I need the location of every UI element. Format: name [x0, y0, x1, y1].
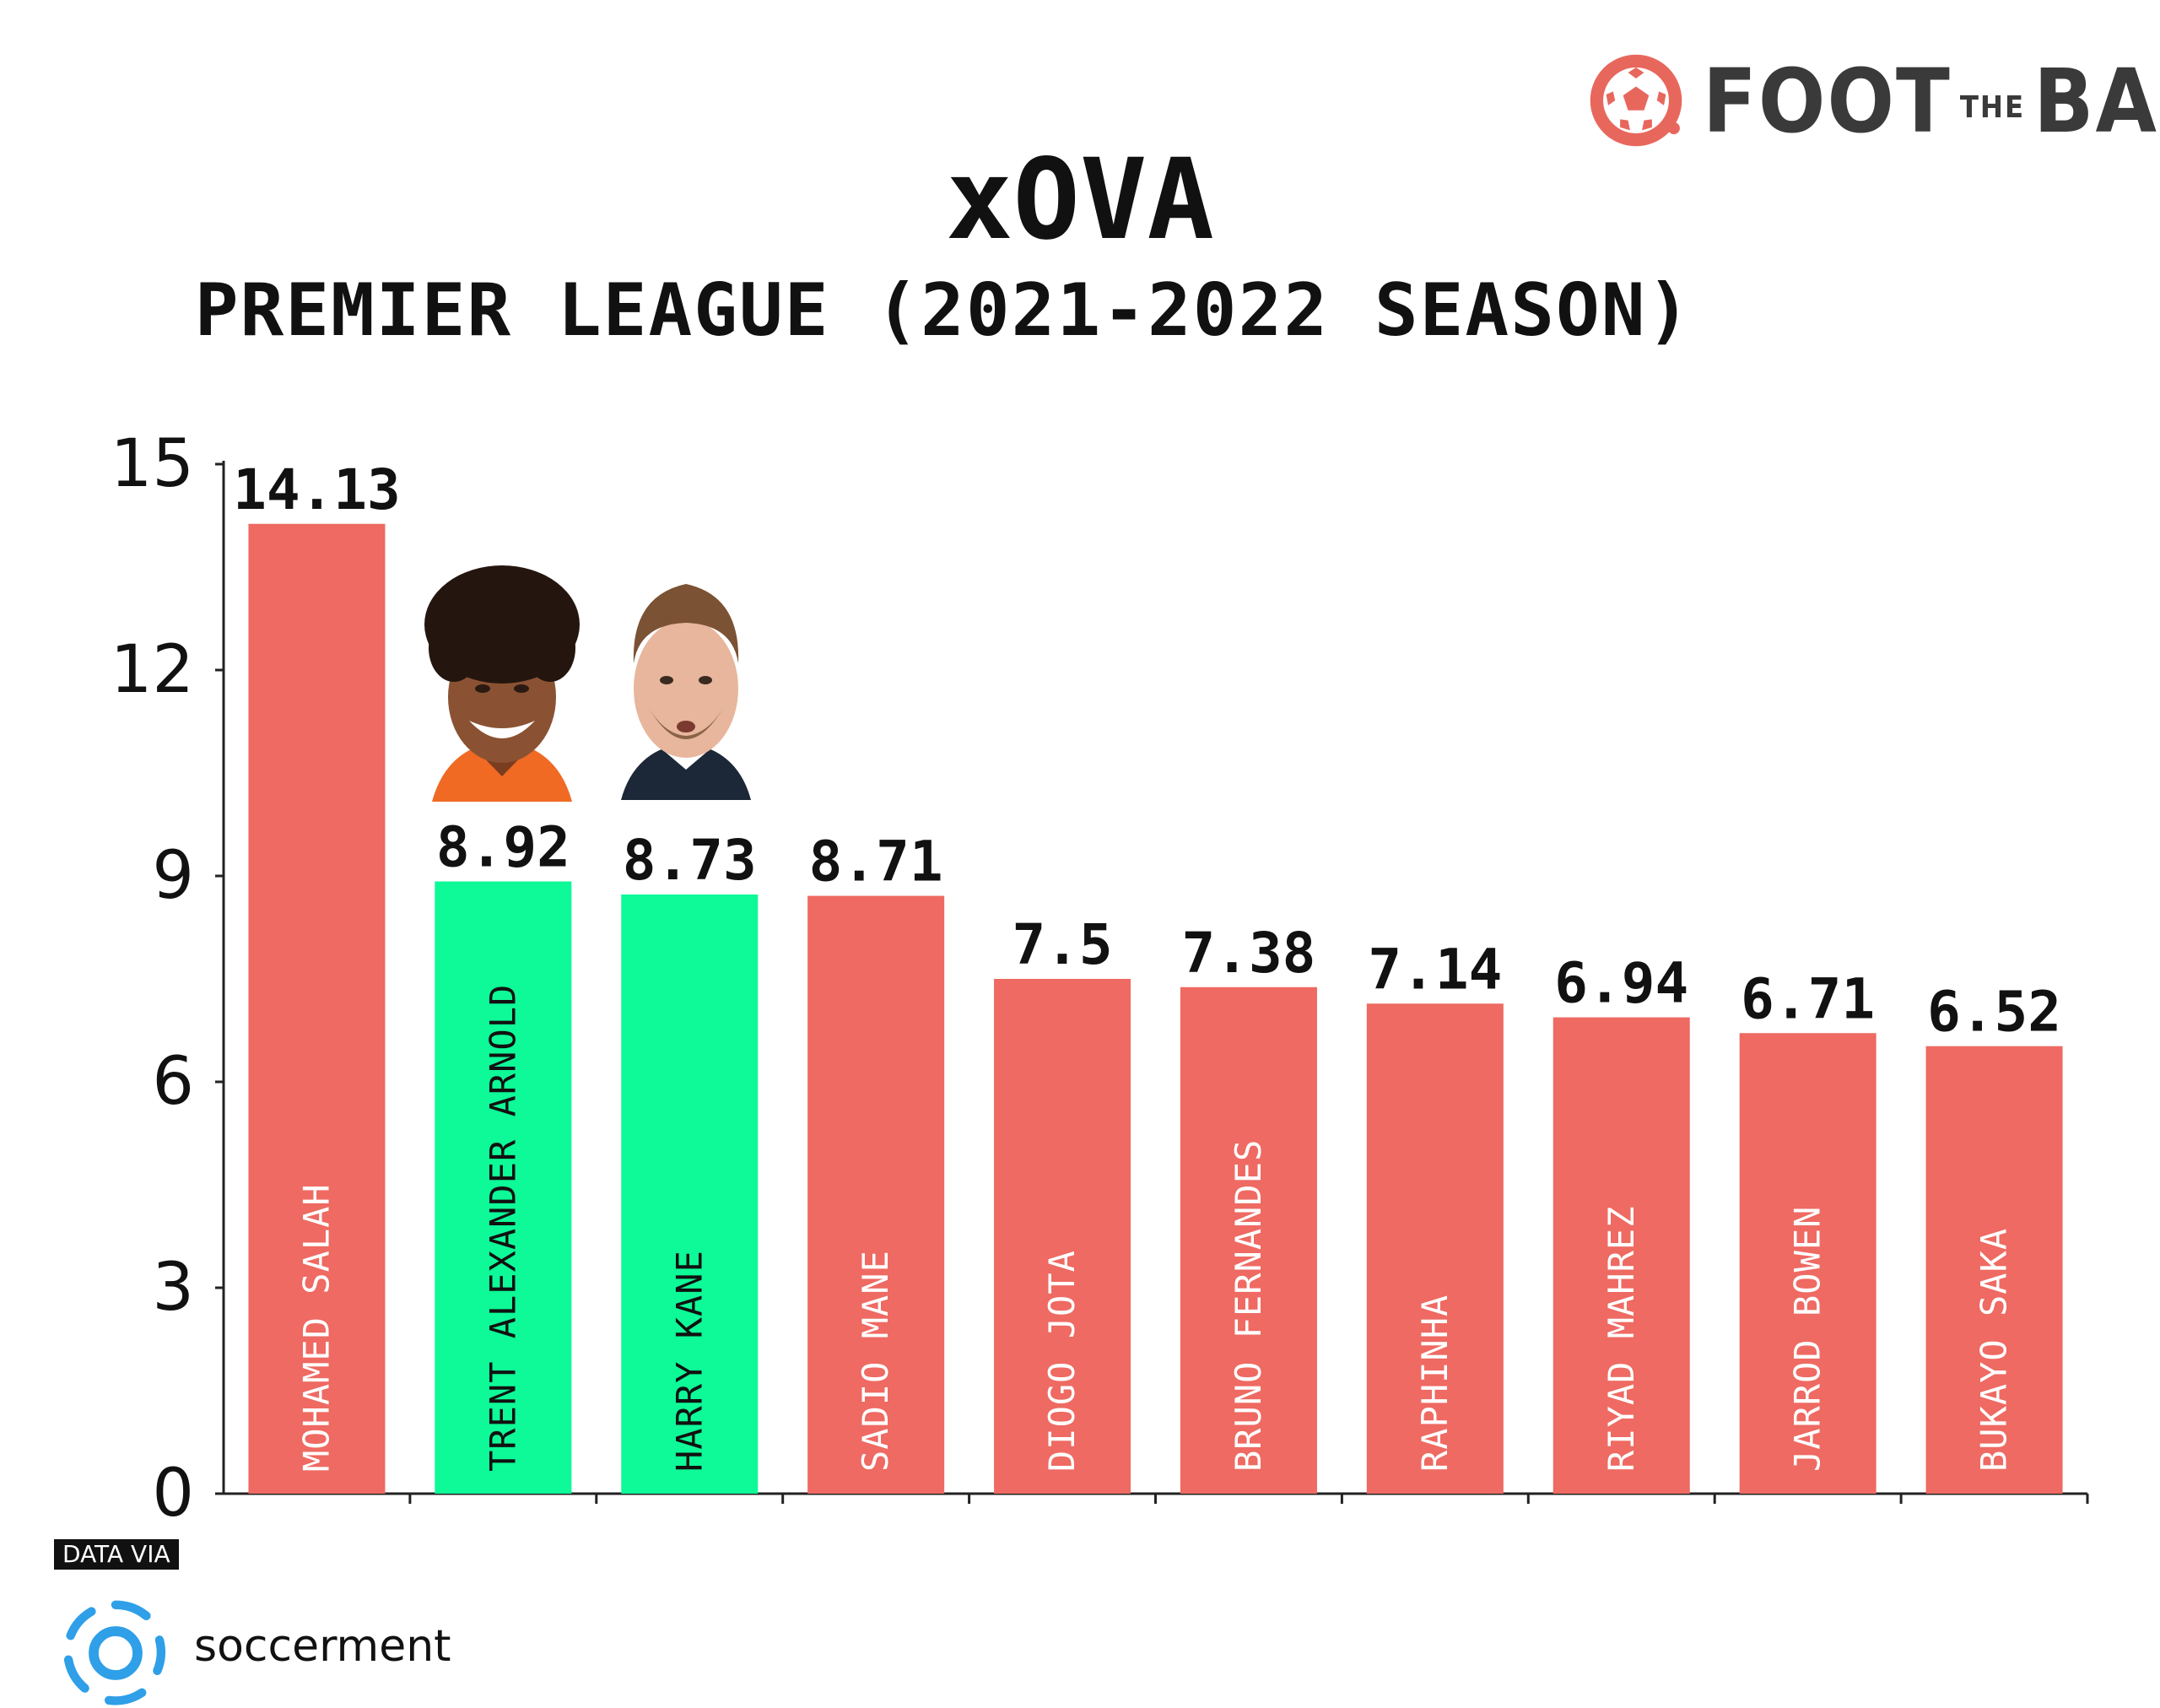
- bar: [248, 523, 386, 1494]
- bar-name-label: DIOGO JOTA: [1041, 1250, 1083, 1472]
- bar-name-label: HARRY KANE: [668, 1250, 710, 1472]
- player-face-left: [424, 565, 580, 802]
- soccerment-logo-icon: [63, 1600, 165, 1705]
- bar: [435, 881, 572, 1494]
- brand-wordmark: FOOTTHEBALL: [1703, 57, 2160, 145]
- bar-value-label: 7.38: [1181, 921, 1315, 986]
- y-tick-label: 9: [152, 838, 194, 914]
- bar-name-label: MOHAMED SALAH: [295, 1183, 337, 1472]
- bar-value-label: 8.73: [623, 828, 757, 893]
- chart-subtitle: PREMIER LEAGUE (2021-2022 SEASON): [194, 268, 1693, 353]
- bar: [1739, 1033, 1876, 1494]
- y-tick-label: 15: [111, 426, 194, 502]
- football-icon: [1590, 54, 1682, 147]
- bar-value-label: 7.14: [1368, 937, 1502, 1002]
- bar: [621, 894, 759, 1494]
- bar-value-label: 7.5: [1012, 912, 1112, 977]
- player-face-right: [621, 584, 751, 800]
- y-tick-label: 0: [152, 1456, 194, 1532]
- bar-value-label: 14.13: [233, 457, 401, 522]
- bar-name-label: RIYAD MAHREZ: [1601, 1206, 1642, 1472]
- y-tick-label: 6: [152, 1044, 194, 1120]
- bar: [1180, 986, 1317, 1494]
- brand-word-small: THE: [1959, 89, 2026, 125]
- bar-chart: 0 3 6 9 12 15 14.13 MOHAMED SALAH 8.92 TRENT ALEX…: [111, 426, 2089, 1532]
- y-tick-label: 3: [152, 1250, 194, 1326]
- bar-name-label: BRUNO FERNANDES: [1228, 1139, 1269, 1472]
- bar-name-label: TRENT ALEXANDER ARNOLD: [482, 984, 523, 1472]
- bar: [994, 979, 1131, 1494]
- bar: [807, 895, 945, 1494]
- bar-value-label: 8.92: [436, 815, 570, 880]
- bar: [1925, 1046, 2063, 1494]
- bar-name-label: SADIO MANE: [855, 1250, 896, 1472]
- brand-word-right: BALL: [2033, 50, 2160, 153]
- bar: [1552, 1017, 1690, 1494]
- bar-name-label: BUKAYO SAKA: [1974, 1228, 2015, 1472]
- y-tick-label: 12: [111, 632, 194, 708]
- bar-value-label: 6.71: [1741, 966, 1875, 1031]
- bar-value-label: 6.52: [1927, 980, 2061, 1045]
- bar-name-label: JARROD BOWEN: [1787, 1206, 1828, 1472]
- bar: [1366, 1003, 1504, 1494]
- data-source-name: soccerment: [194, 1621, 451, 1672]
- bar-value-label: 8.71: [809, 830, 943, 895]
- bar-value-label: 6.94: [1554, 951, 1688, 1016]
- brand-logo: FOOTTHEBALL: [1586, 51, 2160, 152]
- brand-word-left: FOOT: [1703, 50, 1952, 153]
- data-source-badge: DATA VIA: [54, 1539, 179, 1570]
- chart-title: xOVA: [946, 135, 1214, 265]
- bar-name-label: RAPHINHA: [1414, 1295, 1455, 1472]
